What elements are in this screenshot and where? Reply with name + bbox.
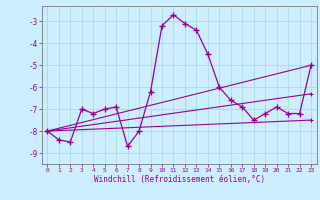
X-axis label: Windchill (Refroidissement éolien,°C): Windchill (Refroidissement éolien,°C) <box>94 175 265 184</box>
